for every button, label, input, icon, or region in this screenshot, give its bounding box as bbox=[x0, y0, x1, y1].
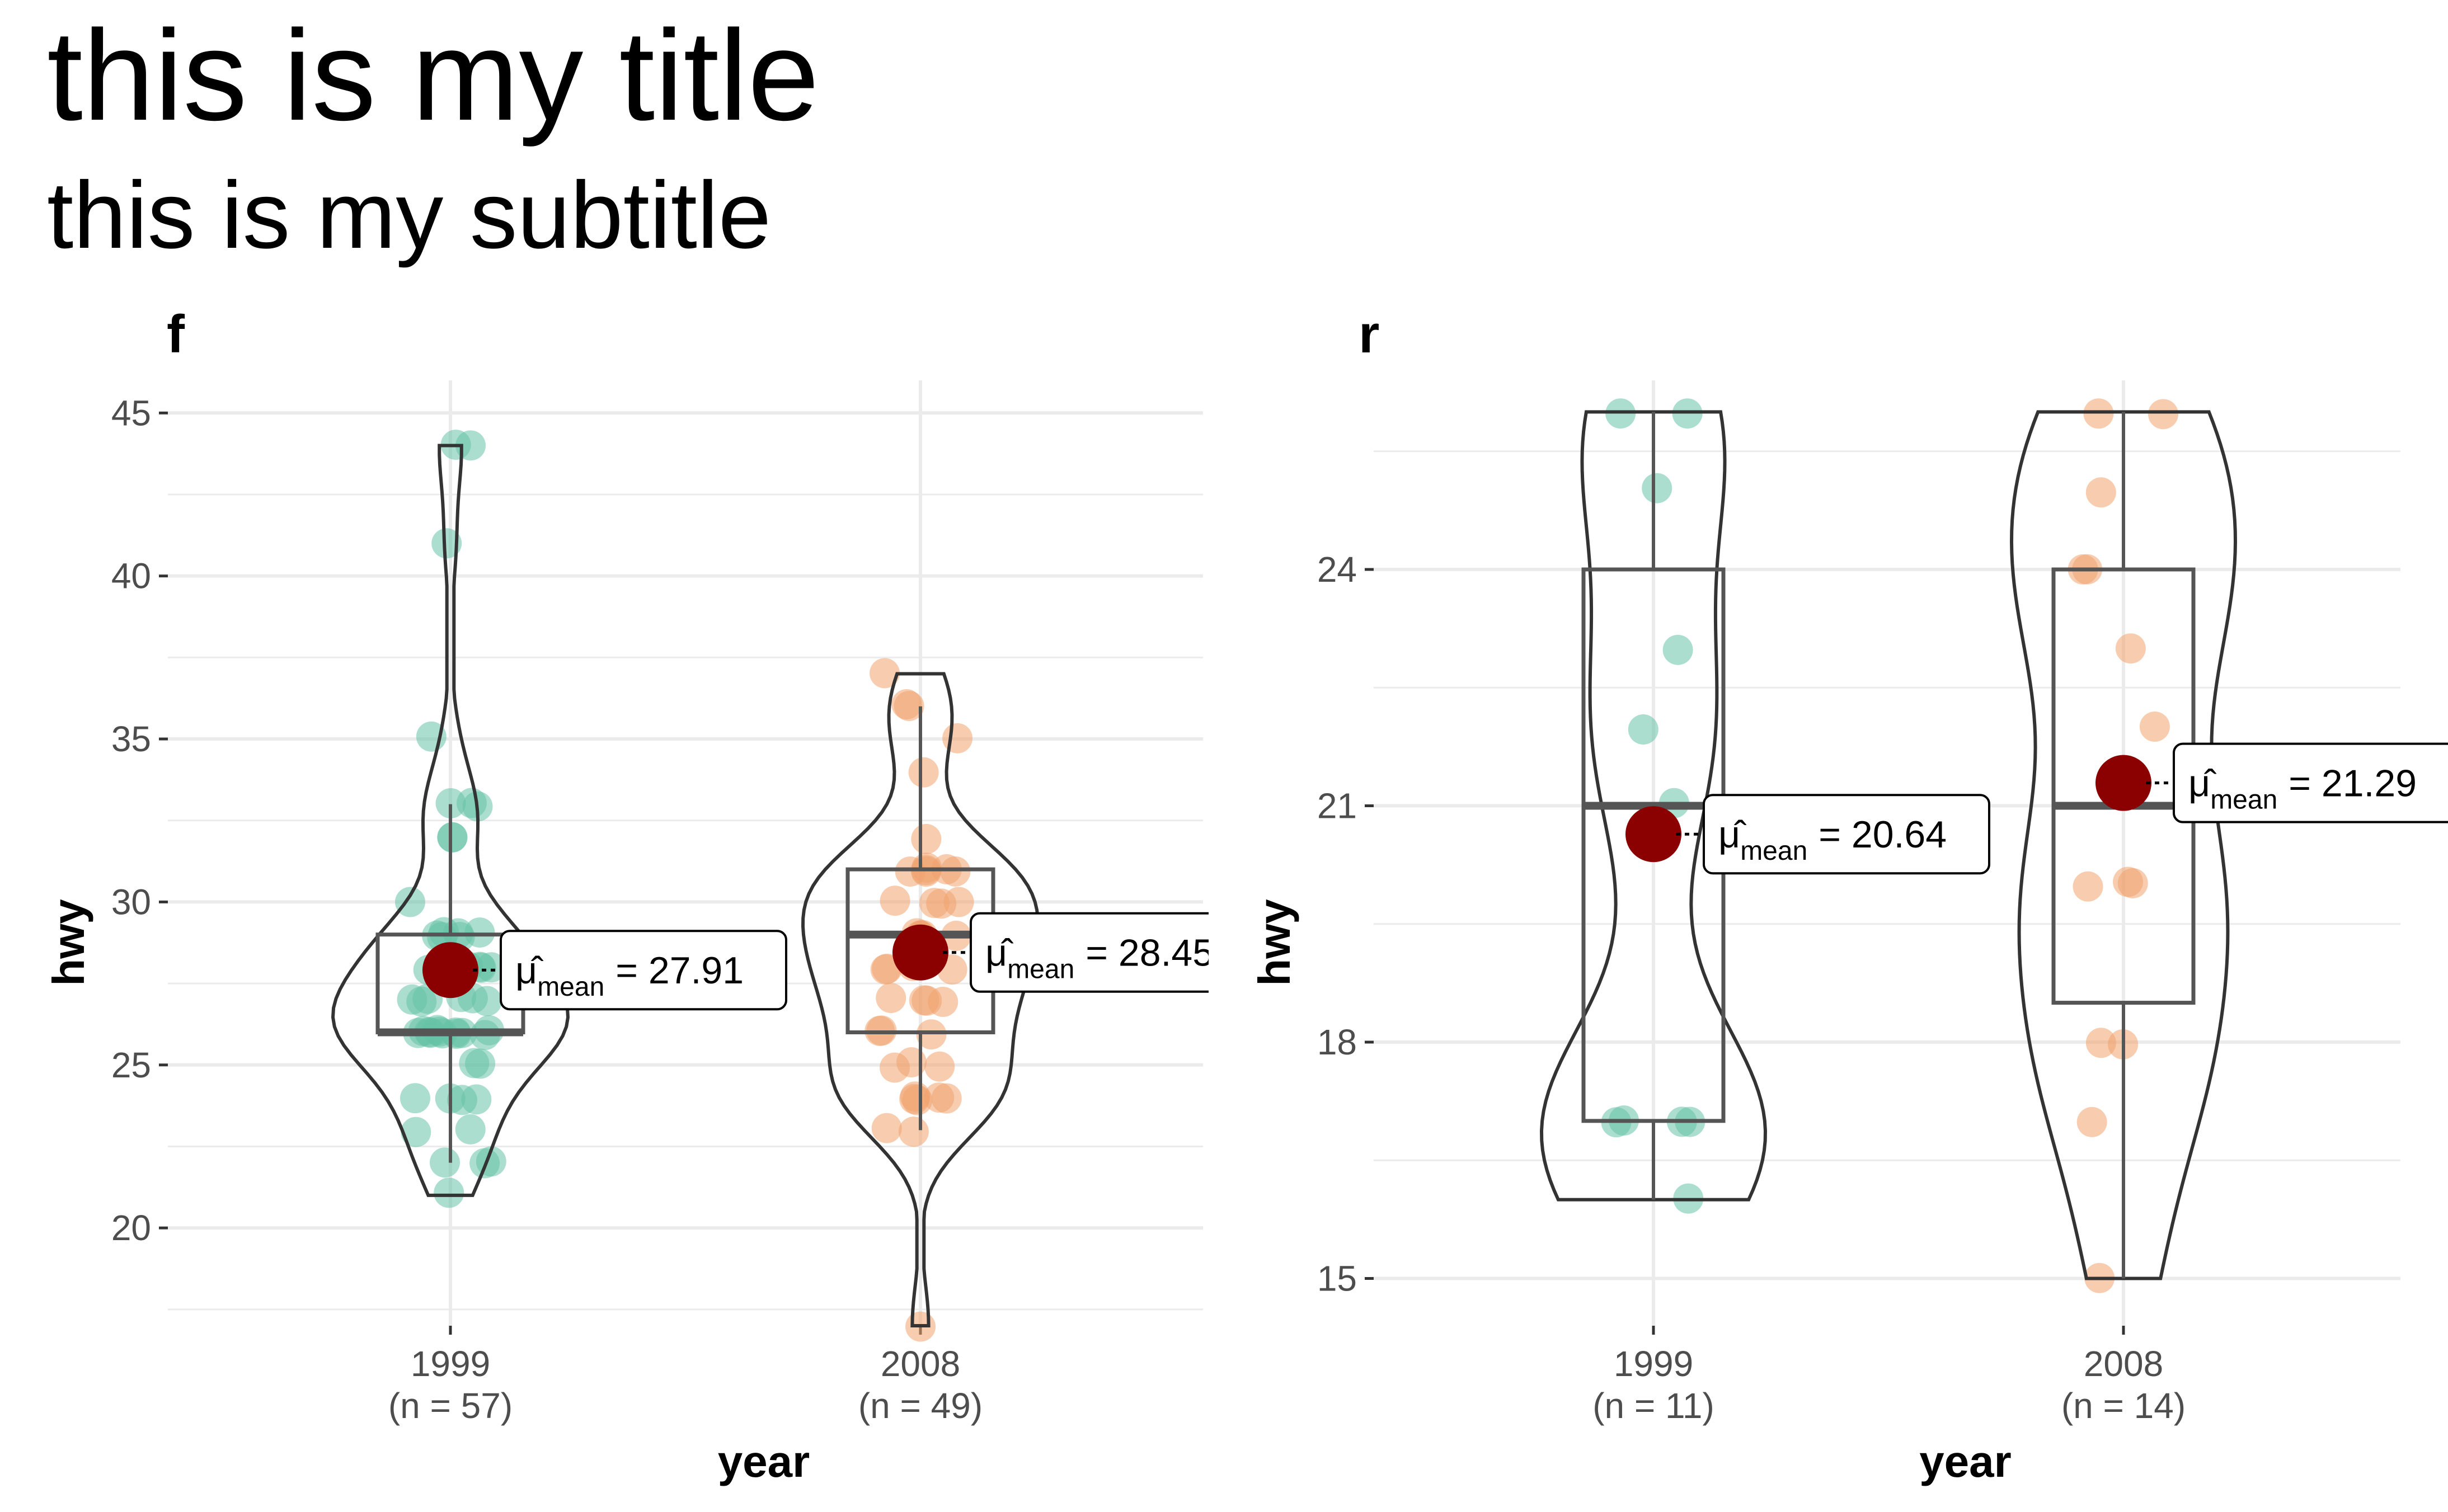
panel-label: f bbox=[167, 304, 185, 364]
data-point bbox=[394, 887, 425, 917]
data-point bbox=[455, 1114, 486, 1144]
data-point bbox=[456, 788, 487, 818]
data-point bbox=[1628, 714, 1658, 745]
mean-point bbox=[2095, 755, 2151, 811]
panel-r-chart: r 15 18 21 24 1999(n = 11) 2008(n = 14) year hwy… bbox=[1249, 304, 2448, 1486]
data-point bbox=[437, 822, 468, 852]
x-axis-title: year bbox=[718, 1436, 810, 1486]
mean-label: μ̂mean = 20.64 bbox=[1718, 813, 1947, 866]
data-point bbox=[2139, 712, 2170, 742]
x-tick-label: 2008 bbox=[881, 1344, 960, 1384]
y-tick-label: 15 bbox=[1317, 1259, 1357, 1299]
data-point bbox=[908, 757, 939, 788]
mean-label-value: = 28.45 bbox=[1086, 932, 1209, 974]
data-point bbox=[2117, 868, 2148, 898]
x-tick-label: 1999 bbox=[411, 1344, 490, 1384]
mean-label-value: = 21.29 bbox=[2289, 762, 2417, 805]
y-axis-title: hwy bbox=[44, 899, 93, 986]
mean-point bbox=[422, 942, 478, 998]
data-point bbox=[931, 1083, 962, 1114]
data-point bbox=[434, 1177, 464, 1208]
panel-label: r bbox=[1359, 304, 1379, 364]
data-point bbox=[916, 1019, 947, 1050]
mean-label: μ̂mean = 21.29 bbox=[2188, 762, 2417, 815]
data-point bbox=[943, 887, 974, 917]
mean-label-box bbox=[2173, 742, 2448, 823]
y-tick-label: 24 bbox=[1317, 549, 1357, 590]
data-point bbox=[1662, 634, 1693, 665]
data-point bbox=[911, 823, 942, 854]
y-tick-label: 35 bbox=[111, 719, 151, 759]
x-tick-n-label: (n = 49) bbox=[858, 1386, 983, 1426]
mean-point bbox=[892, 924, 948, 981]
data-point bbox=[401, 1117, 431, 1147]
y-tick-label: 45 bbox=[111, 393, 151, 433]
mean-label-value: = 27.91 bbox=[615, 949, 744, 992]
mean-label-box bbox=[500, 930, 787, 1011]
data-point bbox=[891, 689, 922, 720]
data-point bbox=[898, 1117, 929, 1147]
y-tick-label: 40 bbox=[111, 556, 151, 596]
data-point bbox=[919, 888, 950, 918]
x-tick-label: 2008 bbox=[2084, 1344, 2163, 1384]
y-tick-label: 21 bbox=[1317, 786, 1357, 826]
data-point bbox=[924, 1051, 955, 1082]
data-point bbox=[1642, 473, 1672, 503]
data-point bbox=[465, 1048, 496, 1079]
data-point bbox=[2085, 1028, 2116, 1058]
y-tick-label: 20 bbox=[111, 1208, 151, 1248]
x-axis-title: year bbox=[1919, 1436, 2012, 1486]
mean-label-box bbox=[1703, 794, 1990, 875]
chart-title: this is my title bbox=[47, 3, 820, 147]
data-point bbox=[429, 1147, 460, 1178]
mean-point bbox=[1625, 806, 1681, 863]
data-point bbox=[880, 1052, 910, 1083]
data-point bbox=[928, 987, 958, 1018]
x-tick-label: 1999 bbox=[1614, 1344, 1693, 1384]
y-axis-title: hwy bbox=[1249, 899, 1299, 986]
y-tick-label: 18 bbox=[1317, 1022, 1357, 1062]
violin-shape bbox=[801, 672, 1040, 1327]
data-point bbox=[464, 917, 495, 948]
mean-label-subscript: mean bbox=[2210, 785, 2277, 815]
violin-shape bbox=[1539, 410, 1768, 1202]
mean-label-subscript: mean bbox=[537, 972, 604, 1002]
chart-subtitle: this is my subtitle bbox=[47, 162, 772, 269]
data-point bbox=[2115, 633, 2146, 664]
data-point bbox=[400, 1083, 430, 1114]
mean-label: μ̂mean = 28.45 bbox=[985, 932, 1209, 985]
y-tick-label: 30 bbox=[111, 882, 151, 922]
data-point bbox=[871, 1113, 902, 1143]
x-tick-n-label: (n = 57) bbox=[388, 1386, 513, 1426]
data-point bbox=[2085, 477, 2116, 508]
violin-shape bbox=[2009, 410, 2238, 1280]
data-point bbox=[406, 986, 437, 1017]
panel-f-chart: f 20 25 30 35 40 45 1999(n = 57) 2008(n = 49) yea… bbox=[44, 304, 1209, 1486]
data-point bbox=[461, 1084, 492, 1115]
data-point bbox=[942, 723, 973, 753]
data-point bbox=[2073, 871, 2103, 902]
data-point bbox=[431, 528, 462, 559]
y-tick-label: 25 bbox=[111, 1045, 151, 1085]
data-point bbox=[2148, 399, 2178, 430]
x-tick-n-label: (n = 14) bbox=[2061, 1386, 2186, 1426]
data-point bbox=[2076, 1106, 2107, 1137]
data-point bbox=[870, 658, 900, 689]
data-point bbox=[435, 788, 466, 818]
data-point bbox=[876, 983, 906, 1014]
mean-label-box bbox=[970, 912, 1209, 993]
data-point bbox=[870, 954, 901, 985]
x-tick-n-label: (n = 11) bbox=[1592, 1386, 1714, 1426]
data-point bbox=[895, 856, 925, 887]
data-point bbox=[880, 885, 910, 916]
mean-label-subscript: mean bbox=[1740, 836, 1807, 866]
data-point bbox=[899, 1084, 930, 1114]
mean-label-subscript: mean bbox=[1007, 955, 1074, 985]
mean-label-value: = 20.64 bbox=[1819, 813, 1947, 856]
